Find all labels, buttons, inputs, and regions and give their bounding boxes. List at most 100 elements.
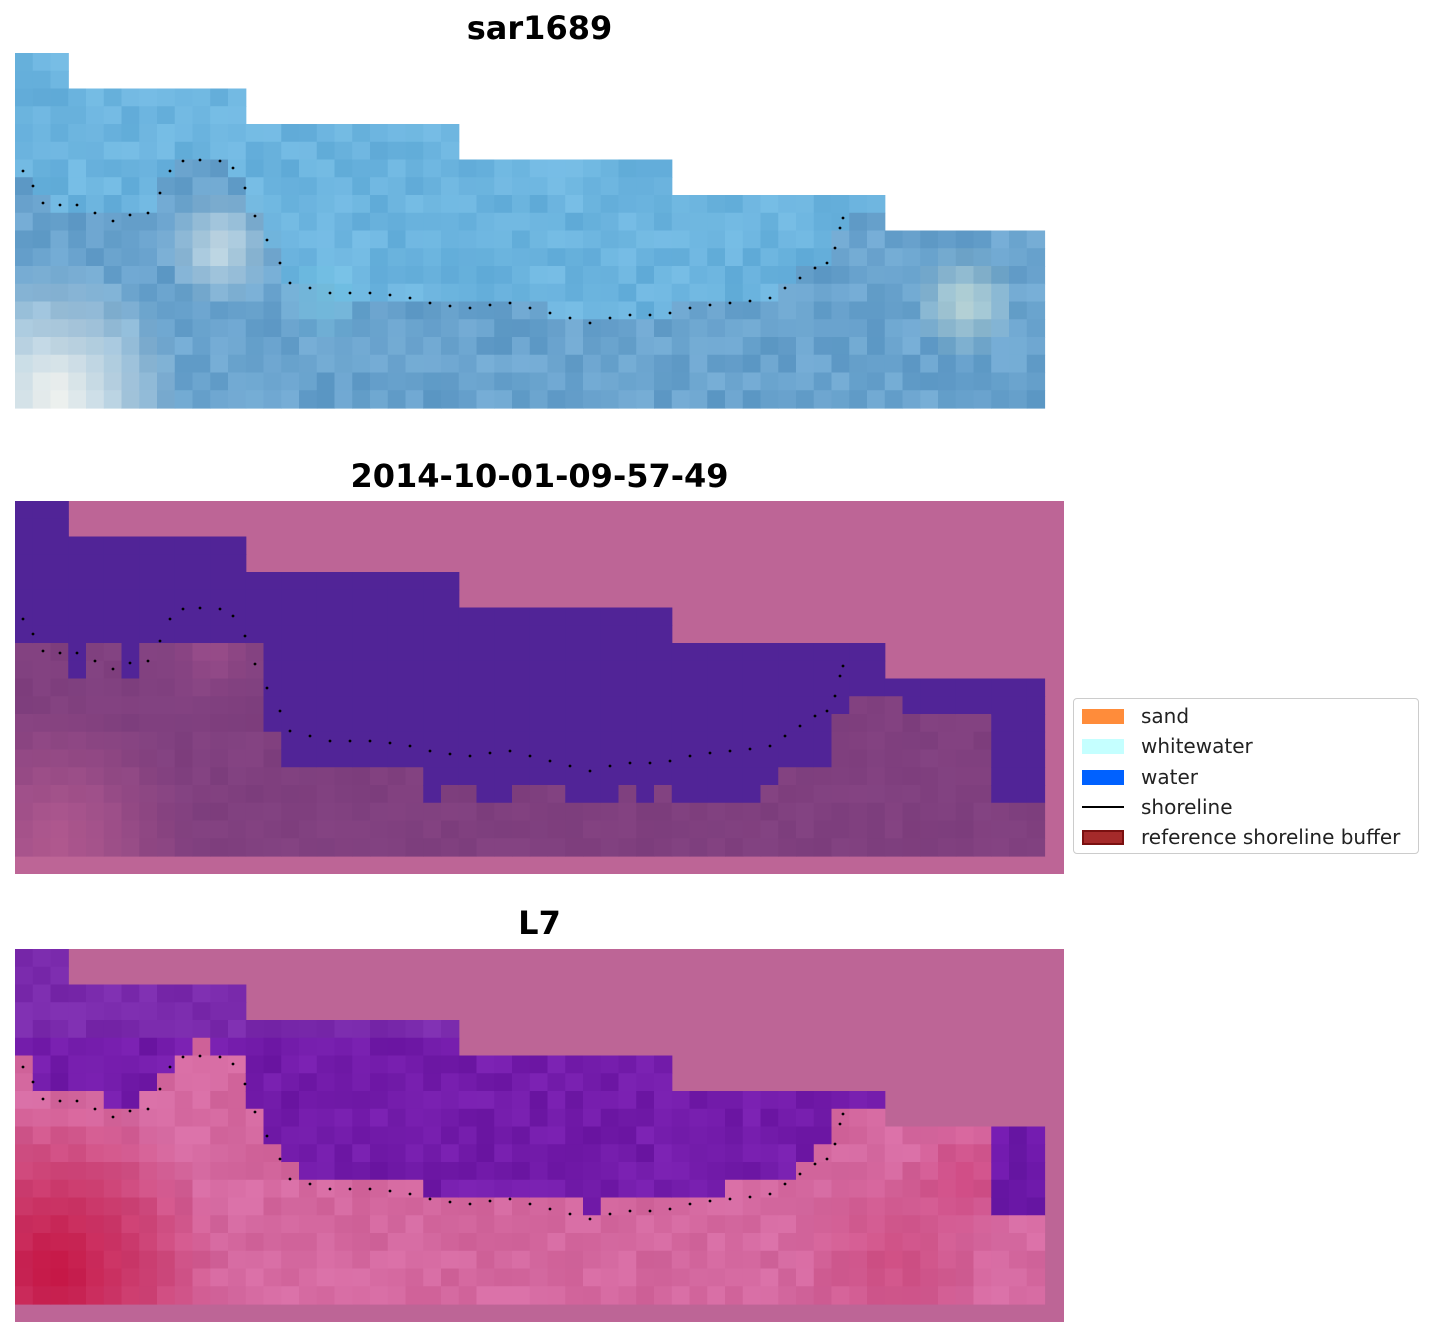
- pixel-cell: [245, 572, 265, 591]
- pixel-cell: [600, 1091, 620, 1110]
- pixel-cell: [796, 248, 815, 267]
- pixel-cell: [157, 141, 176, 161]
- pixel-cell: [299, 195, 318, 214]
- pixel-cell: [174, 1108, 194, 1128]
- pixel-cell: [529, 354, 549, 374]
- pixel-cell: [618, 390, 637, 409]
- pixel-cell: [423, 767, 442, 786]
- pixel-cell: [689, 1250, 708, 1270]
- pixel-cell: [476, 625, 495, 644]
- pixel-cell: [458, 607, 478, 626]
- pixel-cell: [32, 1215, 52, 1234]
- pixel-cell: [760, 1215, 779, 1234]
- pixel-cell: [671, 696, 691, 715]
- pixel-cell: [529, 301, 549, 320]
- pixel-cell: [228, 1055, 247, 1074]
- shoreline-point: [308, 1182, 312, 1186]
- shoreline-point: [468, 1202, 472, 1206]
- pixel-cell: [192, 1091, 211, 1110]
- pixel-cell: [210, 1055, 229, 1074]
- pixel-cell: [529, 731, 549, 751]
- pixel-cell: [370, 1108, 389, 1128]
- shoreline-point: [368, 739, 372, 743]
- pixel-cell: [654, 1073, 673, 1092]
- shoreline-point: [648, 761, 652, 765]
- pixel-cell: [192, 1144, 211, 1163]
- pixel-cell: [174, 589, 194, 609]
- pixel-cell: [86, 1055, 105, 1074]
- pixel-cell: [263, 124, 282, 143]
- pixel-cell: [316, 589, 336, 609]
- pixel-cell: [902, 1286, 921, 1305]
- pixel-cell: [423, 660, 442, 680]
- pixel-cell: [370, 337, 389, 356]
- shoreline-point: [838, 226, 842, 230]
- pixel-cell: [50, 501, 69, 520]
- pixel-cell: [707, 1197, 726, 1216]
- pixel-cell: [849, 678, 868, 697]
- pixel-cell: [157, 124, 176, 143]
- pixel-cell: [263, 589, 282, 609]
- pixel-cell: [991, 731, 1010, 751]
- pixel-cell: [68, 572, 87, 591]
- pixel-cell: [920, 1233, 939, 1252]
- pixel-cell: [228, 984, 247, 1003]
- pixel-cell: [352, 607, 371, 626]
- pixel-cell: [281, 572, 300, 591]
- pixel-cell: [68, 1250, 87, 1270]
- pixel-cell: [387, 1162, 407, 1181]
- pixel-cell: [1009, 678, 1028, 697]
- pixel-cell: [512, 714, 531, 733]
- pixel-cell: [955, 820, 975, 839]
- pixel-cell: [387, 283, 407, 303]
- pixel-cell: [458, 390, 478, 409]
- pixel-cell: [1009, 838, 1028, 857]
- pixel-cell: [867, 1162, 886, 1181]
- pixel-cell: [228, 124, 247, 143]
- pixel-cell: [334, 372, 353, 391]
- pixel-cell: [547, 212, 566, 232]
- pixel-cell: [139, 248, 158, 267]
- shoreline-point: [21, 169, 25, 173]
- pixel-cell: [671, 1215, 691, 1234]
- pixel-cell: [849, 337, 868, 356]
- shoreline-point: [31, 1080, 35, 1084]
- pixel-cell: [423, 1091, 442, 1110]
- pixel-cell: [1009, 1268, 1028, 1287]
- pixel-cell: [86, 124, 105, 143]
- pixel-cell: [263, 177, 282, 196]
- pixel-cell: [512, 1286, 531, 1305]
- pixel-cell: [778, 731, 797, 751]
- pixel-cell: [583, 714, 602, 733]
- pixel-cell: [316, 696, 336, 715]
- pixel-cell: [50, 802, 69, 822]
- pixel-cell: [423, 643, 442, 662]
- pixel-cell: [512, 301, 531, 320]
- pixel-cell: [654, 337, 673, 356]
- pixel-cell: [157, 554, 176, 573]
- pixel-cell: [476, 1286, 495, 1305]
- pixel-cell: [103, 536, 123, 555]
- pixel-cell: [121, 572, 140, 591]
- pixel-cell: [86, 802, 105, 822]
- pixel-cell: [281, 230, 300, 249]
- shoreline-point: [628, 761, 632, 765]
- shoreline-point: [608, 316, 612, 320]
- pixel-cell: [174, 230, 194, 249]
- pixel-cell: [263, 1179, 282, 1199]
- pixel-cell: [405, 643, 424, 662]
- pixel-cell: [103, 372, 123, 391]
- pixel-cell: [902, 820, 921, 839]
- pixel-cell: [157, 1073, 176, 1092]
- pixel-cell: [281, 1162, 300, 1181]
- pixel-cell: [1026, 372, 1046, 391]
- pixel-cell: [228, 1020, 247, 1039]
- pixel-cell: [600, 660, 620, 680]
- pixel-cell: [103, 643, 123, 662]
- shoreline-point: [708, 1199, 712, 1203]
- pixel-cell: [725, 283, 744, 303]
- shoreline-point: [668, 1207, 672, 1211]
- pixel-cell: [547, 248, 566, 267]
- pixel-cell: [15, 767, 34, 786]
- pixel-cell: [32, 643, 52, 662]
